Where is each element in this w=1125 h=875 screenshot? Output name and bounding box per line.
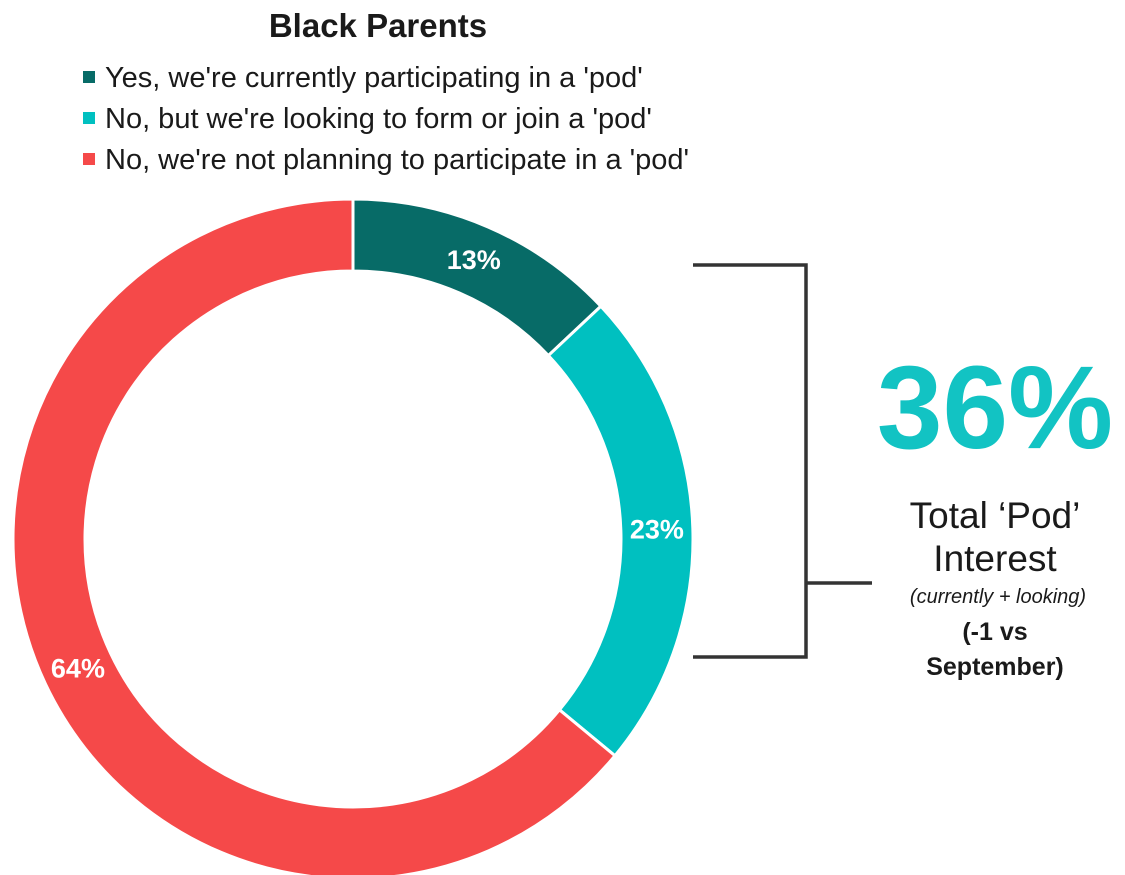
legend-label-2: No, but we're looking to form or join a …: [105, 103, 652, 135]
legend-swatch-2: [83, 112, 95, 124]
callout-note: (currently + looking): [910, 586, 1086, 608]
legend-swatch-3: [83, 153, 95, 165]
callout-change-line2: September): [926, 653, 1064, 681]
callout-change-line1: (-1 vs: [962, 618, 1027, 646]
callout-label-line1: Total ‘Pod’: [910, 495, 1081, 536]
chart-legend: Yes, we're currently participating in a …: [83, 62, 689, 176]
donut-slice-1: [351, 197, 603, 358]
callout-label-line2: Interest: [933, 538, 1057, 579]
slice-label-2: 23%: [630, 514, 684, 544]
donut-slice-3: [11, 197, 618, 875]
legend-label-3: No, we're not planning to participate in…: [105, 144, 689, 176]
chart-title: Black Parents: [269, 7, 487, 44]
total-interest-value: 36%: [877, 342, 1113, 474]
legend-label-1: Yes, we're currently participating in a …: [105, 62, 643, 94]
slice-labels: 13% 23% 64%: [51, 245, 684, 683]
total-interest-callout: 36% Total ‘Pod’ Interest (currently + lo…: [877, 342, 1113, 681]
slice-label-3: 64%: [51, 653, 105, 683]
bracket-connector: [693, 263, 872, 659]
donut-chart: [11, 197, 695, 875]
slice-label-1: 13%: [447, 245, 501, 275]
legend-swatch-1: [83, 71, 95, 83]
